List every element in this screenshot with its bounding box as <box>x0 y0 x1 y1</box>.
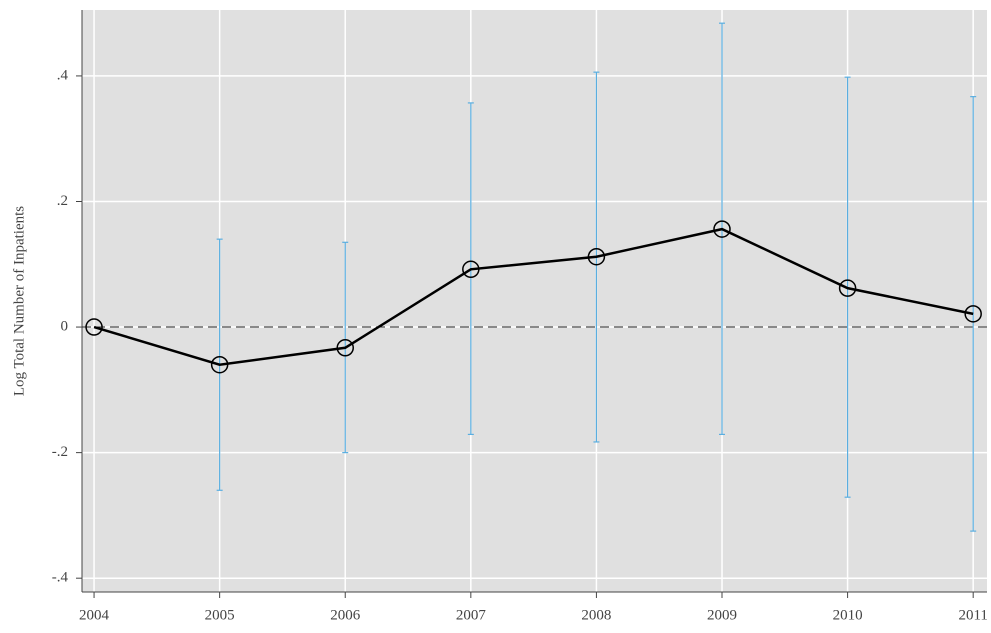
y-tick-label: 0 <box>61 318 69 334</box>
x-tick-label: 2006 <box>330 607 361 623</box>
y-tick-label: -.2 <box>52 444 68 460</box>
point <box>713 220 731 238</box>
x-tick-label: 2005 <box>205 607 235 623</box>
point <box>964 305 982 323</box>
y-axis-label: Log Total Number of Inpatients <box>11 206 27 396</box>
y-tick-label: .4 <box>57 67 69 83</box>
point <box>587 247 606 266</box>
point <box>210 355 229 374</box>
y-tick-label: -.4 <box>52 570 69 586</box>
line <box>93 227 974 366</box>
point <box>462 260 480 279</box>
point <box>85 318 103 336</box>
x-tick-label: 2004 <box>79 607 110 623</box>
point <box>838 279 857 297</box>
x-tick-label: 2008 <box>581 607 611 623</box>
point <box>336 339 354 357</box>
x-tick-label: 2009 <box>707 607 737 623</box>
y-tick-label: .2 <box>57 193 68 209</box>
x-tick-label: 2007 <box>456 607 487 623</box>
x-tick-label: 2010 <box>833 607 863 623</box>
x-tick-label: 2011 <box>958 607 987 623</box>
plot-area <box>82 10 987 592</box>
